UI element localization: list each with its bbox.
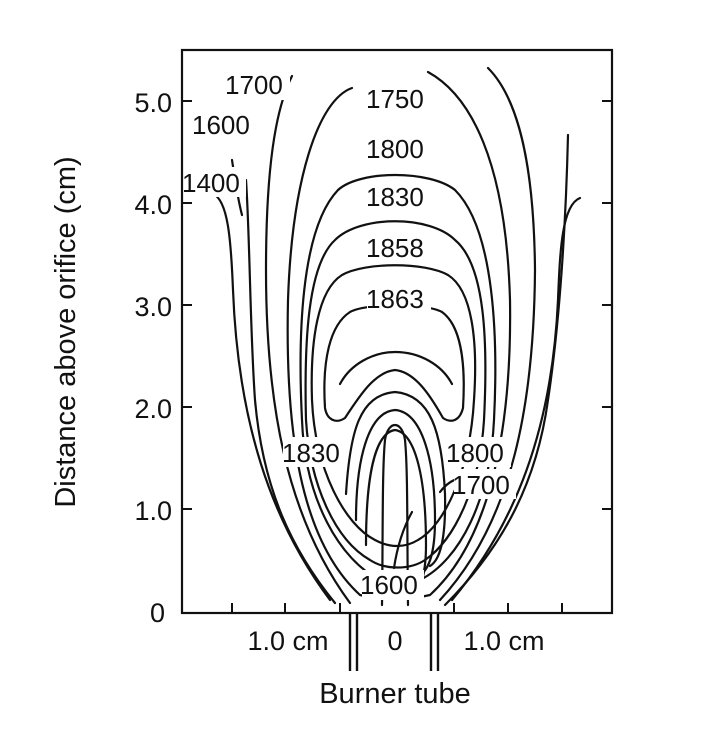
y-tick-label: 1.0 — [134, 496, 172, 526]
x-axis-tick-labels: 1.0 cm 0 1.0 cm — [247, 626, 544, 656]
contour-1700-inner — [364, 428, 428, 598]
contour-label-bg — [362, 570, 424, 600]
contour-label-bg — [197, 109, 259, 139]
x-tick-label-right: 1.0 cm — [463, 626, 544, 656]
contour-inner-cap — [338, 350, 454, 386]
y-axis-tick-labels: 0 1.0 2.0 3.0 4.0 5.0 — [134, 88, 172, 628]
y-tick-label: 4.0 — [134, 190, 172, 220]
contour-1700 — [438, 66, 537, 602]
x-axis-ticks — [231, 603, 563, 613]
y-tick-label: 3.0 — [134, 292, 172, 322]
x-axis-label: Burner tube — [319, 678, 471, 710]
y-axis-label: Distance above orifice (cm) — [50, 156, 82, 507]
contour-label-bg — [367, 133, 431, 163]
contour-labels: 1700 1600 1400 1750 1800 1830 1858 1863 … — [182, 70, 516, 600]
contour-label-bg — [367, 181, 431, 211]
contour-label-bg — [367, 82, 431, 112]
contour-1600 — [443, 133, 570, 607]
y-axis-ticks — [182, 100, 612, 510]
contour-label: 1800 — [366, 134, 424, 164]
contour-label-bg — [447, 437, 511, 467]
contour-label-bg — [186, 167, 246, 197]
contour-label: 1800 — [446, 438, 504, 468]
contour-label: 1600 — [192, 110, 250, 140]
contour-label: 1700 — [452, 470, 510, 500]
y-tick-label: 5.0 — [134, 88, 172, 118]
contour-label-bg — [367, 283, 431, 313]
contour-1800-inner — [354, 408, 437, 577]
contour-1863 — [323, 304, 465, 422]
contour-label: 1700 — [225, 70, 283, 100]
contour-label-bg — [367, 232, 431, 262]
contour-label: 1858 — [366, 233, 424, 263]
plot-frame — [180, 48, 614, 615]
contour-leader-1600 — [392, 510, 414, 570]
contour-1858 — [310, 264, 477, 548]
contour-label: 1863 — [366, 284, 424, 314]
burner-tube-walls — [348, 613, 440, 671]
contour-label: 1400 — [182, 168, 240, 198]
x-tick-label-center: 0 — [387, 626, 402, 656]
contour-1700 — [264, 74, 352, 605]
y-tick-label: 2.0 — [134, 394, 172, 424]
x-tick-label-left: 1.0 cm — [247, 626, 328, 656]
contour-label: 1600 — [360, 570, 418, 600]
contour-1830-inner — [344, 390, 447, 568]
contour-label: 1830 — [282, 438, 340, 468]
contour-label-bg — [454, 469, 516, 499]
y-tick-label: 0 — [150, 598, 165, 628]
isotherm-contours — [211, 66, 582, 607]
contour-label-bg — [283, 437, 347, 467]
contour-label: 1750 — [366, 84, 424, 114]
contour-label-bg — [228, 70, 290, 100]
contour-label: 1830 — [366, 182, 424, 212]
contour-1600 — [244, 178, 337, 605]
contour-1830 — [304, 220, 487, 569]
